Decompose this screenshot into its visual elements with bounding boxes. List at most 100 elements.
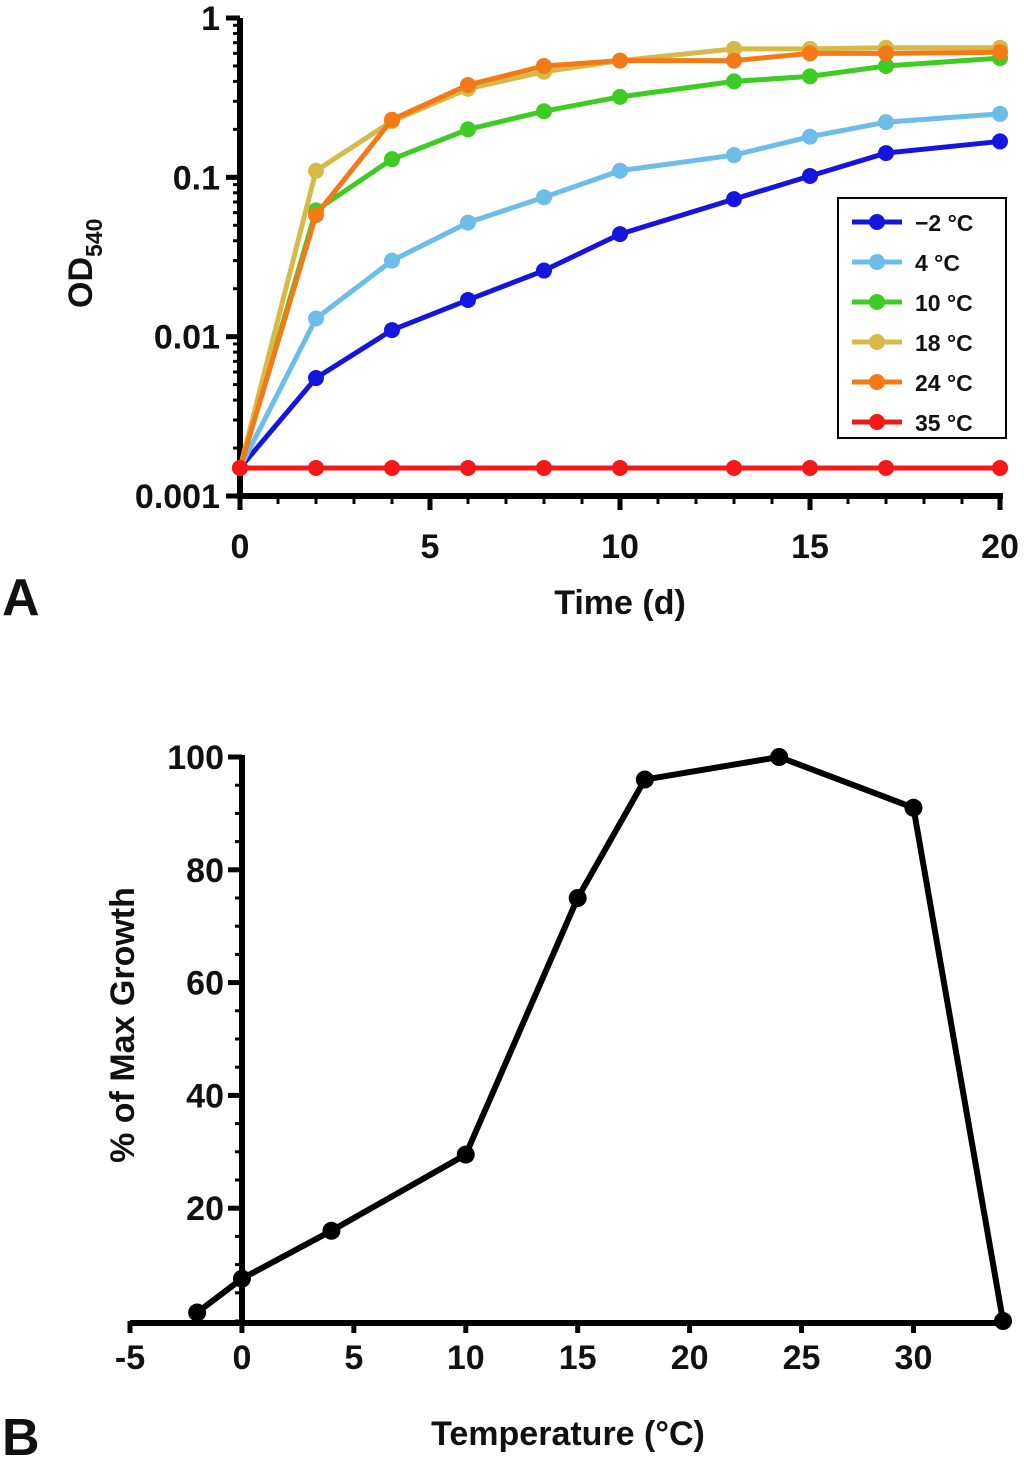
data-point [322,1221,341,1240]
data-point [992,44,1008,61]
data-point [536,459,552,476]
panel-a-ytick-label: 0.1 [173,159,220,197]
data-point [770,748,789,766]
data-point [802,45,818,62]
data-point [994,1312,1012,1330]
legend-item: 10 °C [852,290,973,316]
data-point [308,310,324,327]
panel-b-ytick-label: 40 [186,1077,224,1115]
series-line [237,45,1000,469]
panel-a-xtick-label: 10 [601,528,639,566]
panel-a-xtick-label: 20 [981,528,1019,566]
panel-b-letter: B [2,1409,40,1460]
legend-item: 18 °C [852,330,973,356]
data-point [384,252,400,269]
panel-b-xtick-label: 10 [447,1339,485,1377]
data-point [878,459,894,476]
panel-b-ylabel: % of Max Growth [104,887,142,1163]
data-point [612,459,628,476]
panel-a-xtick-label: 0 [231,528,250,566]
data-point [232,1269,251,1288]
panel-b-tick-labels: 20 40 60 80 100 -5 0 5 10 15 20 25 30 [115,739,932,1377]
panel-b-ytick-label: 60 [186,965,224,1003]
panel-b-xlabel: Temperature (°C) [431,1415,705,1453]
data-point [536,262,552,279]
panel-b-xtick-label: 25 [783,1339,821,1377]
legend-item: 35 °C [852,410,973,436]
panel-b-ytick-label: 80 [186,852,224,890]
legend-swatch-marker [869,414,885,430]
data-point [878,45,894,62]
legend-label: 24 °C [915,370,973,396]
panel-a-ylabel-main: OD [62,257,100,308]
data-point [612,52,628,69]
panel-a-ylabel: OD540 [62,219,107,308]
panel-b: 20 40 60 80 100 -5 0 5 10 15 20 25 30 % of Max Growt… [2,739,1012,1460]
data-point [802,68,818,85]
panel-a-ylabel-sub: 540 [81,219,107,257]
data-point [460,459,476,476]
data-point [726,191,742,208]
data-point [992,105,1008,122]
legend-item: −2 °C [852,210,973,236]
legend-box [837,197,1007,439]
data-point [992,459,1008,476]
series-line [237,111,1001,470]
panel-b-series-group [188,748,1012,1330]
data-point [460,121,476,138]
legend-label: 4 °C [915,250,960,276]
data-point [460,214,476,231]
data-point [568,889,587,907]
panel-a-letter: A [2,569,40,627]
data-point [460,291,476,308]
legend-swatch-marker [869,214,885,230]
panel-b-xtick-label: 15 [559,1339,597,1377]
series-line [238,138,1001,470]
data-point [612,162,628,179]
data-point [308,459,324,476]
data-point [384,459,400,476]
panel-a-legend: −2 °C 4 °C 10 °C 18 °C 24 °C 35 °C [837,197,1007,439]
data-point [726,40,742,57]
data-point [726,147,742,164]
data-point [456,1145,475,1164]
panel-a-ytick-label: 1 [201,0,220,38]
series-growth [188,748,1012,1330]
data-point [308,207,324,224]
panel-b-ytick-label: 100 [167,739,224,777]
panel-b-ticks [127,754,916,1333]
data-point [308,370,324,387]
legend-label: −2 °C [915,210,973,236]
legend-label: 18 °C [915,330,973,356]
data-point [612,226,628,243]
data-point [992,133,1008,150]
data-point [460,76,476,93]
data-point [308,162,324,179]
data-point [878,57,894,74]
panel-b-xtick-label: 30 [895,1339,933,1377]
panel-a-ytick-label: 0.001 [135,478,220,516]
panel-b-xtick-label: 20 [671,1339,709,1377]
legend-swatch-marker [869,254,885,270]
data-point [878,145,894,162]
panel-a-xlabel: Time (d) [554,584,686,622]
legend-label: 35 °C [915,410,973,436]
data-point [802,167,818,184]
series--2-C [232,133,1008,476]
data-point [536,189,552,206]
data-point [726,73,742,90]
series-line [237,55,1001,469]
data-point [802,459,818,476]
data-point [232,459,248,476]
legend-swatch-marker [869,334,885,350]
series-line [195,754,1006,1322]
data-point [635,770,654,789]
data-point [802,128,818,145]
series-line [237,49,1001,469]
panel-a-xtick-label: 15 [791,528,829,566]
data-point [536,103,552,120]
data-point [384,322,400,339]
